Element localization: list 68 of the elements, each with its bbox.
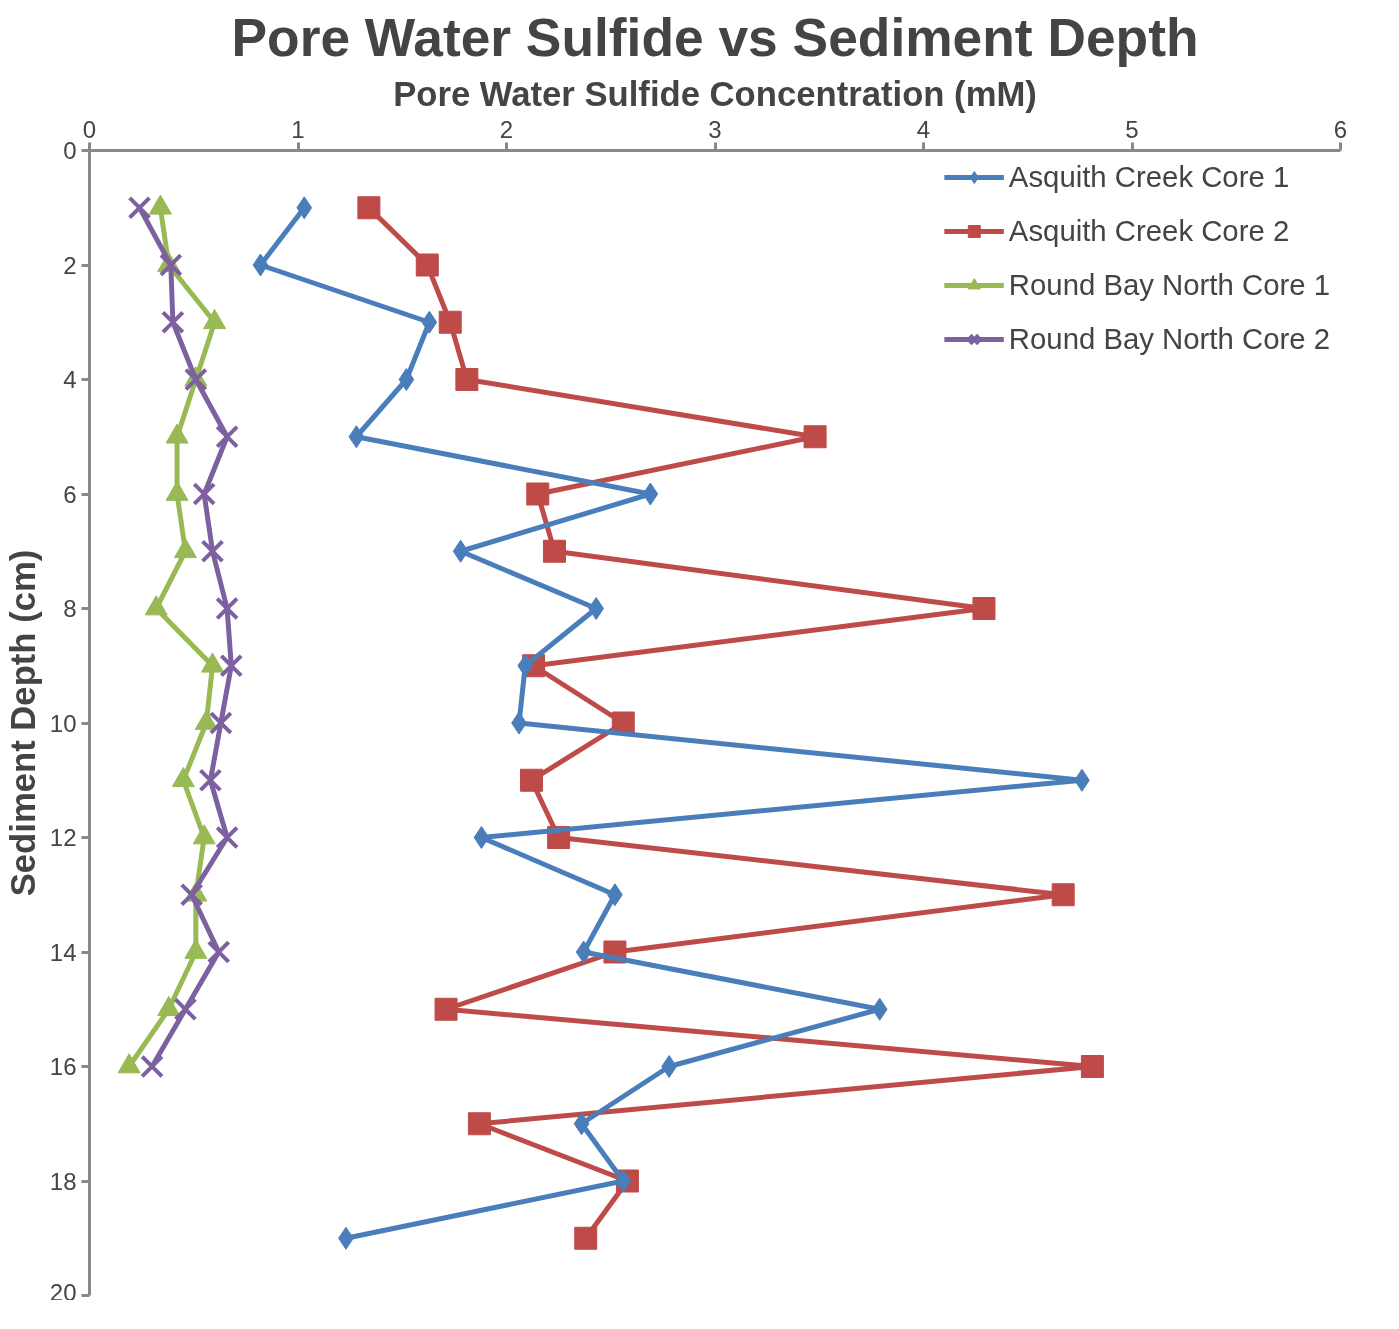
y-tick-label: 8 (63, 595, 77, 622)
point (421, 310, 438, 334)
point (542, 539, 566, 563)
x-axis-title: Pore Water Sulfide Concentration (mM) (393, 74, 1037, 113)
point (252, 253, 269, 277)
y-tick-label: 12 (49, 824, 77, 851)
point (438, 310, 462, 334)
point (467, 1112, 491, 1136)
point (215, 596, 240, 621)
point (215, 424, 240, 449)
point (357, 196, 381, 220)
y-tick-label: 2 (63, 251, 77, 279)
legend-label: Asquith Creek Core 1 (1008, 160, 1290, 194)
y-tick-label: 16 (49, 1053, 77, 1080)
point (615, 1169, 632, 1193)
y-axis-title: Sediment Depth (cm) (3, 549, 42, 897)
y-tick-label: 10 (49, 709, 77, 737)
chart-title: Pore Water Sulfide vs Sediment Depth (231, 7, 1199, 67)
point (520, 768, 544, 792)
point (200, 539, 225, 564)
y-tick-label: 4 (63, 366, 77, 393)
point (173, 997, 198, 1022)
x-tick-label: 4 (916, 115, 931, 143)
x-tick-label: 6 (1333, 115, 1348, 143)
y-tick-label: 0 (63, 137, 77, 164)
point (452, 539, 469, 563)
point (348, 425, 365, 449)
y-tick-label: 6 (63, 480, 77, 508)
point (179, 882, 204, 907)
x-tick-label: 3 (708, 115, 722, 143)
point (642, 482, 659, 506)
y-tick-label: 18 (49, 1167, 77, 1195)
y-tick-label: 14 (49, 938, 77, 966)
x-tick-label: 0 (82, 115, 97, 143)
point (434, 997, 458, 1021)
point (455, 368, 479, 391)
point (415, 253, 439, 277)
point (574, 1226, 598, 1250)
point (573, 1112, 590, 1136)
point (158, 253, 183, 277)
point (398, 368, 415, 391)
x-tick-label: 2 (499, 115, 514, 143)
point (296, 196, 313, 220)
point (219, 653, 244, 678)
point (1051, 883, 1075, 907)
point (215, 825, 240, 850)
point (208, 711, 233, 735)
legend-label: Round Bay North Core 2 (1008, 322, 1330, 356)
point (972, 597, 996, 620)
point (1080, 1055, 1104, 1078)
x-tick-label: 5 (1125, 115, 1139, 143)
point (140, 1054, 164, 1079)
point (183, 367, 208, 392)
y-tick-label: 20 (49, 1278, 77, 1306)
point (575, 940, 592, 964)
point (206, 940, 231, 964)
point (192, 482, 217, 506)
legend-label: Round Bay North Core 1 (1008, 268, 1330, 302)
point (803, 425, 827, 449)
point (526, 482, 550, 506)
point (161, 310, 185, 335)
point (871, 997, 888, 1021)
point (198, 768, 223, 793)
legend-label: Asquith Creek Core 2 (1008, 214, 1290, 248)
point (517, 654, 534, 678)
point (127, 195, 152, 220)
point (473, 826, 490, 849)
x-tick-label: 1 (291, 115, 305, 143)
